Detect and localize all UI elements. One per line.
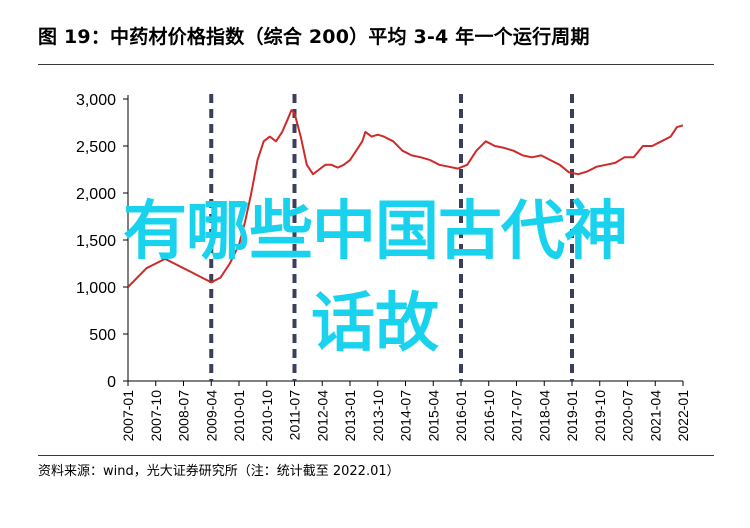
x-tick-label: 2016-01 xyxy=(453,390,469,442)
x-tick-label: 2015-04 xyxy=(425,390,441,442)
top-rule xyxy=(38,64,714,65)
x-tick-label: 2021-04 xyxy=(647,390,663,442)
y-tick-label: 0 xyxy=(107,374,116,391)
series-line xyxy=(127,109,684,288)
x-tick-label: 2007-01 xyxy=(120,390,136,442)
y-tick-label: 2,500 xyxy=(76,139,116,156)
y-tick-label: 1,500 xyxy=(76,233,116,250)
x-tick-label: 2018-04 xyxy=(536,390,552,442)
series-group xyxy=(127,109,684,288)
y-tick-label: 3,000 xyxy=(76,92,116,109)
x-tick-label: 2008-07 xyxy=(176,390,192,442)
x-tick-label: 2019-01 xyxy=(564,390,580,442)
y-axis-ticks: 0 500 1,000 1,500 2,000 2,500 3,000 xyxy=(76,92,128,391)
y-tick-label: 1,000 xyxy=(76,280,116,297)
x-tick-label: 2020-07 xyxy=(620,390,636,442)
source-note: 资料来源：wind，光大证券研究所（注：统计截至 2022.01） xyxy=(38,464,400,479)
x-tick-label: 2009-04 xyxy=(203,390,219,442)
x-tick-label: 2019-10 xyxy=(592,390,608,442)
x-tick-label: 2013-10 xyxy=(370,390,386,442)
x-tick-label: 2010-10 xyxy=(259,390,275,442)
cycle-markers xyxy=(209,94,574,381)
x-axis-ticks: 2007-01 2007-10 2008-07 2009-04 2010-01 2010-… xyxy=(120,381,691,441)
x-tick-label: 2011-07 xyxy=(287,390,303,441)
x-tick-label: 2016-10 xyxy=(481,390,497,442)
bottom-rule xyxy=(38,455,714,456)
x-tick-label: 2022-01 xyxy=(675,390,691,442)
x-tick-label: 2010-01 xyxy=(231,390,247,442)
y-tick-label: 500 xyxy=(89,327,116,344)
x-tick-label: 2013-01 xyxy=(342,390,358,442)
x-tick-label: 2007-10 xyxy=(148,390,164,442)
chart-title: 图 19：中药材价格指数（综合 200）平均 3-4 年一个运行周期 xyxy=(38,26,590,48)
x-tick-label: 2014-07 xyxy=(398,390,414,442)
x-tick-label: 2012-04 xyxy=(314,390,330,442)
y-tick-label: 2,000 xyxy=(76,186,116,203)
x-tick-label: 2017-07 xyxy=(509,390,525,442)
